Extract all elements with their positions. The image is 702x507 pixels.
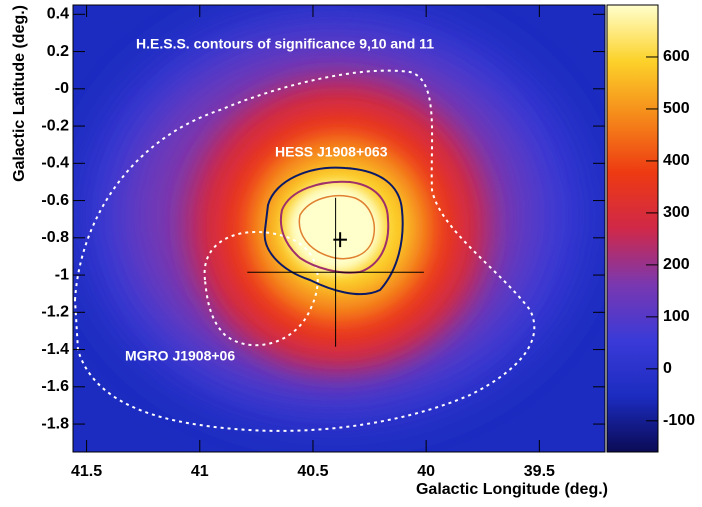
plot-frame — [72, 4, 606, 453]
contour-11 — [298, 195, 376, 260]
y-tick-label: -0.2 — [41, 117, 69, 134]
y-tick-label: 0.2 — [47, 43, 69, 60]
mgro-dashed-contour — [203, 231, 319, 347]
y-tick-label: -0.6 — [41, 192, 69, 209]
contours — [73, 69, 536, 432]
y-tick-label: -1.8 — [41, 415, 69, 432]
colorbar-tick-label: 400 — [663, 152, 690, 169]
x-tick-label: 41 — [191, 463, 209, 480]
colorbar — [606, 4, 659, 453]
annotation: HESS J1908+063 — [275, 144, 388, 160]
colorbar-tick-label: 500 — [663, 100, 690, 117]
colorbar-tick-label: 100 — [663, 308, 690, 325]
hess-dashed-contour — [73, 69, 536, 432]
x-tick-label: 40 — [417, 463, 435, 480]
heatmap — [73, 5, 605, 452]
colorbar-tick-label: 0 — [663, 360, 672, 377]
y-tick-label: -0.8 — [41, 229, 69, 246]
y-tick-label: -0 — [55, 80, 69, 97]
x-tick-label: 41.5 — [71, 463, 102, 480]
x-tick-label: 40.5 — [297, 463, 328, 480]
contour-9 — [263, 166, 404, 296]
heatmap-region — [287, 183, 383, 273]
y-tick-label: -1.2 — [41, 304, 69, 321]
colorbar-tick-label: 200 — [663, 256, 690, 273]
y-tick-label: -1.6 — [41, 378, 69, 395]
contour-10 — [280, 180, 390, 274]
y-tick-label: -0.4 — [41, 155, 69, 172]
colorbar-tick-label: 600 — [663, 48, 690, 65]
y-tick-label: 0.4 — [47, 6, 69, 23]
colorbar-tick-label: 300 — [663, 204, 690, 221]
markers — [247, 197, 424, 347]
annotation: MGRO J1908+06 — [125, 348, 235, 364]
y-axis-label: Galactic Latitude (deg.) — [11, 5, 28, 182]
y-tick-label: -1.4 — [41, 341, 69, 358]
colorbar-tick-label: -100 — [663, 412, 695, 429]
y-tick-label: -1 — [55, 266, 69, 283]
annotation: H.E.S.S. contours of significance 9,10 a… — [136, 36, 434, 52]
x-axis-label: Galactic Longitude (deg.) — [416, 481, 608, 498]
x-tick-label: 39.5 — [524, 463, 555, 480]
